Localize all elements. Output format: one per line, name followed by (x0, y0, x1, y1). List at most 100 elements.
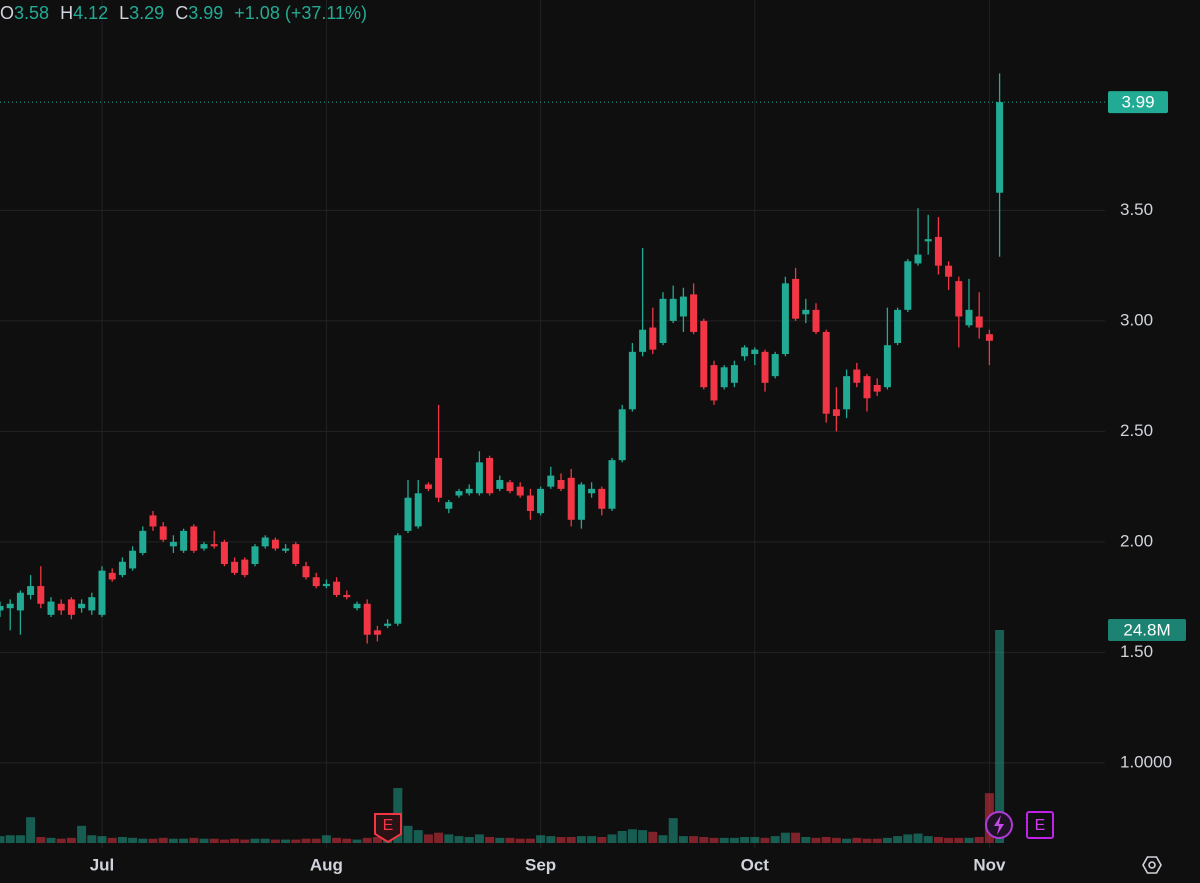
volume-bar (36, 836, 46, 843)
candle-body (924, 239, 932, 242)
candles (0, 73, 1004, 644)
candle-body (261, 537, 269, 547)
y-tick-label: 1.0000 (1120, 752, 1172, 771)
candle-body (343, 594, 351, 598)
settings-icon[interactable] (1148, 861, 1156, 869)
volume-bar (291, 839, 301, 843)
candle-body (598, 488, 606, 509)
candle-body (200, 544, 208, 549)
candle-body (730, 365, 738, 383)
candle-body (761, 351, 769, 383)
volume-bar (189, 837, 199, 843)
candle-body (965, 309, 973, 326)
candle-body (985, 334, 993, 341)
event-earnings[interactable]: E (374, 813, 402, 844)
l-label: L (119, 3, 129, 23)
candle-body (47, 601, 55, 615)
volume-bar (179, 838, 189, 843)
o-label: O (0, 3, 14, 23)
volume-bar (97, 836, 107, 843)
y-tick-label: 2.50 (1120, 421, 1153, 440)
event-badge[interactable] (1026, 811, 1054, 839)
volume-bar (709, 837, 719, 843)
settings-icon[interactable] (1142, 856, 1162, 874)
volume-bar (770, 836, 780, 843)
volume-bar (485, 836, 495, 843)
volume-bar (128, 837, 138, 843)
candle-body (414, 493, 422, 527)
candle-body (751, 349, 759, 355)
volume-bar (495, 837, 505, 843)
volume-bar (740, 836, 750, 843)
volume-bar (0, 836, 5, 843)
candle-body (781, 283, 789, 355)
candle-body (547, 475, 555, 487)
volume-bar (587, 836, 597, 843)
volume-bar (5, 835, 15, 843)
volume-bar (780, 832, 790, 843)
candle-body (832, 409, 840, 416)
l-value: 3.29 (129, 3, 164, 23)
ohlc-legend: O3.58 H4.12 L3.29 C3.99 +1.08 (+37.11%) (0, 3, 367, 23)
volume-bar (954, 837, 964, 843)
candle-body (996, 102, 1004, 193)
volume-bar (923, 836, 933, 843)
event-earnings-upcoming[interactable]: E (1026, 811, 1054, 839)
candle-body (394, 535, 402, 624)
volume-bar (760, 837, 770, 843)
volume-bar (423, 834, 433, 843)
x-tick-label: Nov (973, 855, 1006, 874)
volume-bar (791, 832, 801, 843)
volume-bar (546, 836, 556, 843)
volume-bar (158, 837, 168, 843)
volume-bar (117, 836, 127, 843)
candle-body (618, 409, 626, 461)
candle-body (37, 586, 45, 604)
candle-body (98, 570, 106, 615)
volume-bar (321, 835, 331, 843)
volume-bar (536, 835, 546, 843)
event-icon[interactable] (994, 815, 1004, 835)
candle-body (557, 480, 565, 489)
candle-body (567, 477, 575, 520)
h-label: H (60, 3, 73, 23)
candle-body (792, 278, 800, 319)
event-news[interactable] (985, 811, 1013, 839)
volume-bar (566, 836, 576, 843)
x-tick-label: Aug (310, 855, 343, 874)
candle-body (690, 294, 698, 332)
volume-bar (525, 838, 535, 843)
volume-bar (505, 837, 515, 843)
candle-body (180, 530, 188, 551)
candle-body (333, 581, 341, 595)
volume-bar (281, 839, 291, 843)
candle-body (16, 592, 24, 611)
volume-bar (342, 838, 352, 843)
candle-body (118, 561, 126, 576)
candle-body (353, 603, 361, 609)
volume-bar (66, 837, 76, 843)
volume-bar (617, 830, 627, 843)
candle-body (312, 577, 320, 587)
event-badge[interactable] (374, 813, 402, 844)
event-label[interactable]: E (383, 817, 394, 834)
event-label[interactable]: E (1035, 817, 1046, 834)
volume-bar (87, 835, 97, 843)
volume-bar (862, 838, 872, 843)
candle-body (679, 296, 687, 317)
volume-bar (454, 836, 464, 843)
volume-bar (515, 838, 525, 843)
candle-body (934, 236, 942, 266)
candle-body (516, 486, 524, 496)
volume-bar (240, 839, 250, 843)
candle-body (506, 482, 514, 492)
volume-bar (944, 837, 954, 843)
volume-bar (882, 837, 892, 843)
settings-button[interactable] (1142, 856, 1162, 874)
candle-body (537, 488, 545, 514)
candle-body (659, 298, 667, 344)
candle-body (373, 630, 381, 635)
volume-bar (219, 839, 229, 843)
candle-body (384, 623, 392, 626)
